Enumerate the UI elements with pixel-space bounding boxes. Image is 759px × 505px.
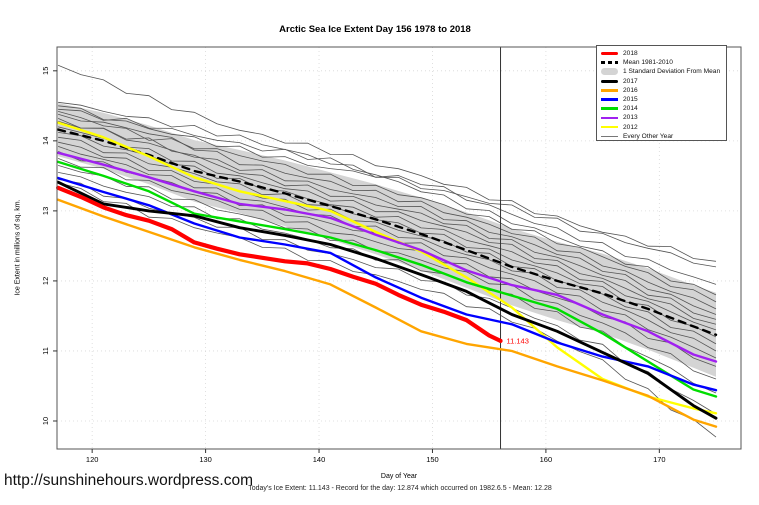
other-year-line xyxy=(57,64,717,262)
legend-label: 1 Standard Deviation From Mean xyxy=(623,68,721,76)
x-axis-label: Day of Year xyxy=(380,473,418,480)
x-tick-label: 120 xyxy=(86,455,99,464)
x-tick-label: 140 xyxy=(313,455,326,464)
today-value-annotation: 11.143 xyxy=(507,336,529,345)
other-year-line xyxy=(58,105,717,285)
other-year-line xyxy=(58,101,717,268)
legend-item-mean-1981-2010: Mean 1981-2010 xyxy=(601,58,726,67)
legend-item-2018: 2018 xyxy=(601,49,726,58)
legend-swatch xyxy=(601,52,618,56)
legend-item-1-standard-deviation-from-mean: 1 Standard Deviation From Mean xyxy=(601,67,726,76)
legend-label: 2014 xyxy=(623,105,638,113)
footer-caption: Today's Ice Extent: 11.143 - Record for … xyxy=(248,485,552,492)
legend-swatch xyxy=(601,89,618,92)
other-year-line xyxy=(57,120,717,320)
legend-item-every-other-year: Every Other Year xyxy=(601,132,726,141)
series-line-2013 xyxy=(56,151,718,363)
x-tick-label: 130 xyxy=(199,455,212,464)
legend-label: Mean 1981-2010 xyxy=(623,59,673,67)
other-year-line xyxy=(58,108,717,296)
series-line-mean-1981-2010 xyxy=(56,128,718,336)
legend-swatch xyxy=(601,61,618,65)
y-tick-label: 14 xyxy=(41,137,50,145)
legend-label: Every Other Year xyxy=(623,132,674,140)
legend-item-2012: 2012 xyxy=(601,123,726,132)
series-line-2016 xyxy=(56,198,718,428)
y-tick-label: 12 xyxy=(41,277,50,285)
legend-item-2014: 2014 xyxy=(601,104,726,113)
legend-swatch xyxy=(601,125,618,129)
legend-item-2016: 2016 xyxy=(601,86,726,95)
other-year-line xyxy=(58,136,717,338)
source-url-text: http://sunshinehours.wordpress.com xyxy=(4,472,253,489)
y-tick-label: 15 xyxy=(41,67,50,75)
other-year-line xyxy=(58,141,717,345)
legend-label: 2016 xyxy=(623,86,638,94)
legend-label: 2013 xyxy=(623,114,638,122)
other-year-line xyxy=(57,111,717,303)
legend-label: 2018 xyxy=(623,50,638,58)
chart-title: Arctic Sea Ice Extent Day 156 1978 to 20… xyxy=(279,24,471,35)
series-line-2018 xyxy=(55,185,503,343)
legend-swatch xyxy=(601,135,618,137)
other-year-line xyxy=(58,126,717,325)
other-year-line xyxy=(58,172,717,394)
y-tick-label: 10 xyxy=(41,417,50,425)
chart-legend: 2018 Mean 1981-2010 1 Standard Deviation F… xyxy=(596,45,727,141)
legend-label: 2015 xyxy=(623,96,638,104)
legend-swatch xyxy=(601,98,618,101)
other-year-line xyxy=(57,113,717,310)
legend-item-2017: 2017 xyxy=(601,77,726,86)
legend-item-2015: 2015 xyxy=(601,95,726,104)
today-endpoint-marker xyxy=(498,338,503,343)
plot-border xyxy=(56,46,742,450)
x-tick-label: 170 xyxy=(653,455,666,464)
other-year-line xyxy=(57,158,717,367)
legend-swatch xyxy=(601,79,618,83)
legend-label: 2012 xyxy=(623,123,638,131)
series-line-2014 xyxy=(56,160,718,398)
legend-swatch xyxy=(601,68,618,76)
legend-swatch xyxy=(601,107,618,111)
legend-label: 2017 xyxy=(623,77,638,85)
x-tick-label: 150 xyxy=(426,455,439,464)
std-deviation-band xyxy=(58,103,717,377)
y-tick-label: 13 xyxy=(41,207,50,215)
legend-item-2013: 2013 xyxy=(601,113,726,122)
other-year-line xyxy=(57,146,717,352)
y-tick-label: 11 xyxy=(41,347,50,355)
x-tick-label: 160 xyxy=(540,455,553,464)
other-year-line xyxy=(57,165,717,380)
other-year-line xyxy=(58,132,717,331)
series-line-2017 xyxy=(56,180,718,420)
other-year-line xyxy=(58,182,717,438)
legend-swatch xyxy=(601,116,618,120)
